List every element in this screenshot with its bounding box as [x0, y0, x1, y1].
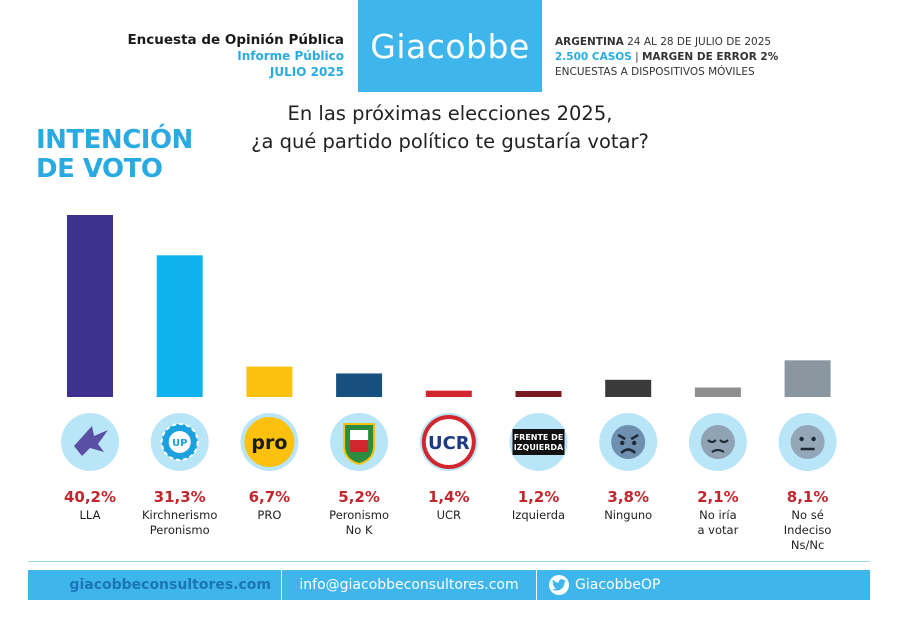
report-type: Informe Público: [237, 49, 344, 63]
category-label: UCR: [437, 508, 461, 522]
face-disc: [611, 425, 646, 459]
face-disc: [790, 425, 825, 459]
category-label: PRO: [257, 508, 281, 522]
bar: [694, 387, 741, 397]
category-label: Ns/Nc: [791, 538, 824, 552]
survey-sample: 2.500 CASOS | MARGEN DE ERROR 2%: [555, 50, 778, 65]
pro-text: pro: [251, 432, 287, 454]
category-label: Indeciso: [784, 523, 832, 537]
category-label: Kirchnerismo: [142, 508, 217, 522]
eagle-shape: [74, 426, 108, 456]
fit-text-line: FRENTE DE: [514, 433, 564, 442]
face-brow: [630, 433, 639, 441]
up-sun-icon: UP: [150, 413, 209, 471]
brand-name: Giacobbe: [370, 26, 530, 66]
cases: 2.500 CASOS: [555, 51, 632, 63]
brand-logo: Giacobbe: [358, 0, 542, 92]
face-eye: [707, 439, 717, 443]
footer-separator: [536, 570, 537, 600]
angry-face-icon: [599, 413, 658, 471]
face-eye: [799, 436, 804, 442]
category-label: No K: [346, 523, 373, 537]
pro-logo-icon: pro: [240, 413, 299, 471]
sad-face-icon: [688, 413, 747, 471]
data-label: 3,8%: [607, 488, 649, 506]
chart-title: INTENCIÓN DE VOTO: [36, 126, 193, 184]
bar: [246, 366, 293, 397]
face-eye: [620, 440, 625, 446]
data-label: 8,1%: [787, 488, 829, 506]
bar: [156, 255, 203, 397]
category-label: Izquierda: [512, 508, 565, 522]
footer-divider: [28, 561, 870, 562]
category-label: No sé: [791, 508, 823, 522]
up-text: UP: [172, 438, 187, 449]
category-label: Peronismo: [329, 508, 389, 522]
country: ARGENTINA: [555, 36, 624, 48]
bar: [425, 390, 472, 397]
shield-band: [350, 430, 369, 440]
data-label: 6,7%: [249, 488, 291, 506]
category-label: No iría: [699, 508, 736, 522]
fit-text-line: IZQUIERDA: [514, 443, 564, 452]
category-label: LLA: [80, 508, 101, 522]
category-label: Ninguno: [604, 508, 652, 522]
separator: |: [631, 51, 642, 63]
face-brow: [617, 433, 626, 441]
question-line-2: ¿a qué partido político te gustaría vota…: [251, 130, 649, 153]
face-mouth: [711, 449, 725, 453]
survey-title: Encuesta de Opinión Pública: [127, 32, 344, 48]
footer-website[interactable]: giacobbeconsultores.com: [69, 577, 271, 593]
footer-bar: giacobbeconsultores.com info@giacobbecon…: [28, 570, 870, 600]
data-label: 31,3%: [154, 488, 206, 506]
data-label: 2,1%: [697, 488, 739, 506]
bar: [67, 215, 113, 397]
fit-plate: [512, 429, 565, 455]
face-disc: [700, 425, 735, 459]
lla-eagle-icon: [61, 413, 119, 471]
face-eye: [811, 436, 816, 442]
survey-question: En las próximas elecciones 2025, ¿a qué …: [180, 100, 720, 156]
neutral-face-icon: [778, 413, 837, 471]
category-label: a votar: [697, 523, 738, 537]
footer-email[interactable]: info@giacobbeconsultores.com: [299, 577, 519, 593]
chart-title-line-2: DE VOTO: [36, 154, 163, 184]
survey-method: ENCUESTAS A DISPOSITIVOS MÓVILES: [555, 66, 755, 78]
margin-of-error: MARGEN DE ERROR 2%: [641, 51, 779, 63]
header-left: Encuesta de Opinión Pública Informe Públ…: [127, 32, 344, 80]
bar: [336, 373, 383, 397]
vote-intention-chart: 40,2%LLAUP31,3%KirchnerismoPeronismopro6…: [61, 215, 837, 552]
peronist-shield-icon: [330, 413, 389, 471]
sun-center: [168, 431, 191, 453]
chart-title-line-1: INTENCIÓN: [36, 125, 193, 155]
bar: [784, 360, 831, 397]
dates: 24 AL 28 DE JULIO DE 2025: [627, 36, 772, 48]
category-label: Peronismo: [150, 523, 210, 537]
data-label: 40,2%: [64, 488, 116, 506]
face-mouth: [620, 448, 637, 454]
face-eye: [632, 440, 637, 446]
report-month: JULIO 2025: [269, 65, 344, 79]
footer-separator: [281, 570, 282, 600]
data-label: 1,4%: [428, 488, 470, 506]
question-line-1: En las próximas elecciones 2025,: [287, 102, 613, 125]
ucr-logo-icon: UCR: [419, 413, 478, 471]
shield-hands: [350, 440, 369, 452]
bar: [605, 379, 652, 397]
pro-disc: [244, 417, 295, 467]
footer-twitter[interactable]: GiacobbeOP: [537, 575, 660, 595]
survey-dates: ARGENTINA 24 AL 28 DE JULIO DE 2025: [555, 35, 778, 50]
twitter-bird-icon: [549, 575, 569, 595]
face-eye: [719, 439, 729, 443]
ucr-text: UCR: [428, 433, 470, 454]
data-label: 1,2%: [518, 488, 560, 506]
ucr-inner: [425, 419, 472, 465]
header-right: ARGENTINA 24 AL 28 DE JULIO DE 2025 2.50…: [555, 35, 778, 80]
data-label: 5,2%: [338, 488, 380, 506]
twitter-handle: GiacobbeOP: [575, 577, 661, 593]
bar: [515, 391, 562, 397]
